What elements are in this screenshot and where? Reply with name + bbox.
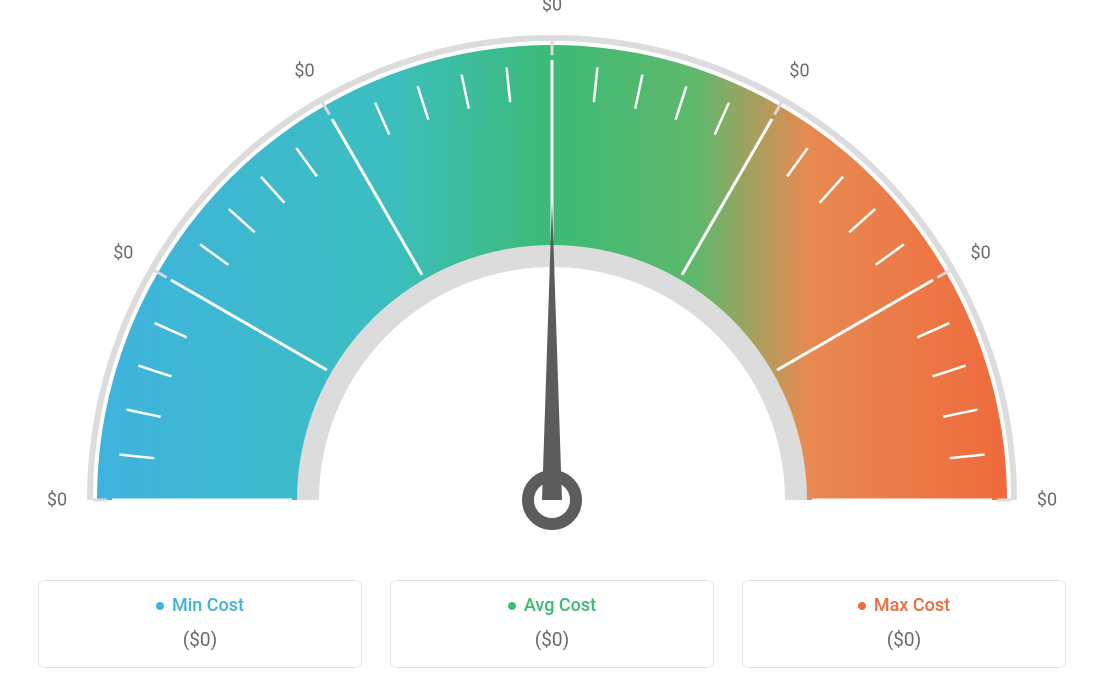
gauge-svg [0, 0, 1104, 560]
legend-title-avg: Avg Cost [508, 595, 596, 616]
gauge-tick-label: $0 [971, 242, 991, 263]
legend-label-avg: Avg Cost [524, 595, 596, 616]
legend-title-max: Max Cost [858, 595, 950, 616]
cost-gauge-container: $0 $0 $0 $0 $0 $0 $0 Min Cost ($0) Avg Cost ($… [0, 0, 1104, 690]
legend-dot-max [858, 602, 866, 610]
legend-dot-avg [508, 602, 516, 610]
legend-card-max: Max Cost ($0) [742, 580, 1066, 669]
legend-value-max: ($0) [753, 628, 1055, 651]
gauge-tick-label: $0 [113, 242, 133, 263]
legend-dot-min [156, 602, 164, 610]
legend-card-avg: Avg Cost ($0) [390, 580, 714, 669]
legend-value-avg: ($0) [401, 628, 703, 651]
gauge-tick-label: $0 [789, 61, 809, 82]
gauge-tick-label: $0 [47, 490, 67, 511]
gauge-tick-label: $0 [294, 61, 314, 82]
legend-label-min: Min Cost [172, 595, 244, 616]
gauge-tick-label: $0 [1037, 490, 1057, 511]
legend-row: Min Cost ($0) Avg Cost ($0) Max Cost ($0… [38, 580, 1066, 669]
gauge-tick-label: $0 [542, 0, 562, 16]
legend-label-max: Max Cost [874, 595, 950, 616]
legend-value-min: ($0) [49, 628, 351, 651]
legend-title-min: Min Cost [156, 595, 244, 616]
gauge-chart: $0 $0 $0 $0 $0 $0 $0 [0, 0, 1104, 560]
legend-card-min: Min Cost ($0) [38, 580, 362, 669]
